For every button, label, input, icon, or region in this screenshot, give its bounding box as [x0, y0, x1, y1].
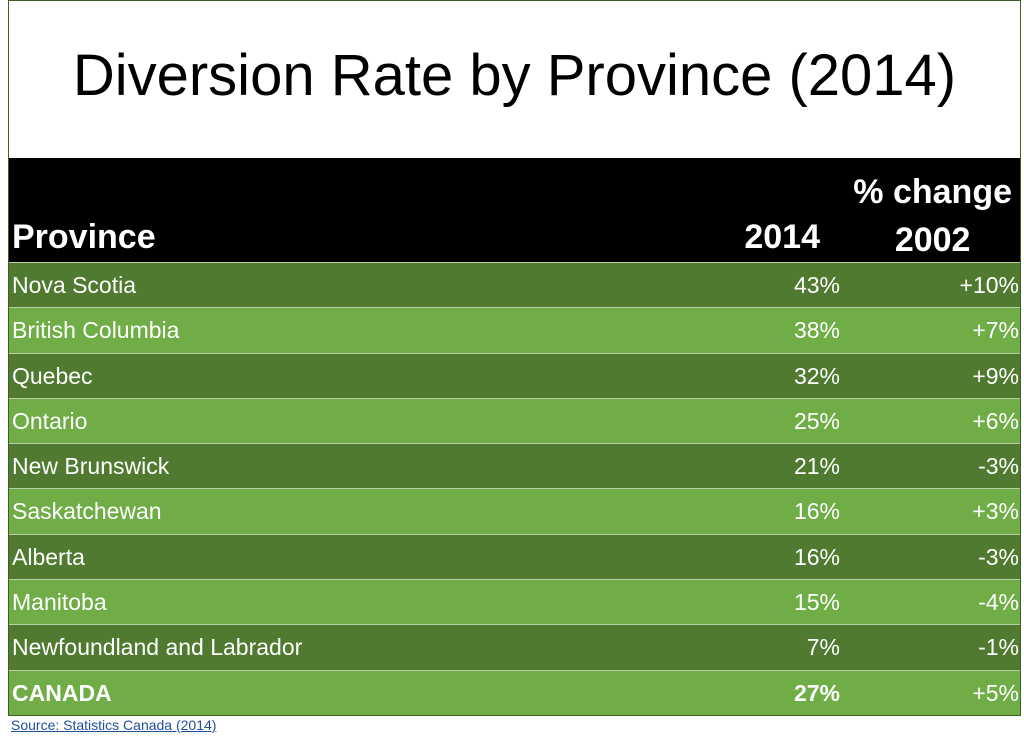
cell-province: Saskatchewan — [12, 498, 162, 525]
table-row: Nova Scotia 43% +10% — [9, 262, 1020, 308]
cell-province: Nova Scotia — [12, 272, 137, 298]
cell-2014-value: 16% — [793, 543, 840, 570]
cell-province: Manitoba — [12, 589, 107, 616]
table-row: Newfoundland and Labrador 7% -1% — [9, 624, 1020, 670]
cell-2014-value: 25% — [793, 407, 840, 434]
cell-2014-value: 16% — [793, 498, 840, 525]
cell-change-value: +5% — [972, 679, 1019, 706]
cell-change-value: +10% — [959, 272, 1019, 298]
cell-2014-value: 38% — [793, 317, 840, 344]
cell-province: Alberta — [12, 543, 85, 570]
table-row: Manitoba 15% -4% — [9, 579, 1020, 625]
cell-2014-value: 21% — [793, 453, 840, 480]
header-change-line2: 2002 — [894, 221, 971, 259]
cell-change-value: -1% — [978, 634, 1019, 661]
header-change-line1: % change — [853, 173, 1012, 211]
table-row: Saskatchewan 16% +3% — [9, 488, 1020, 534]
cell-province: Newfoundland and Labrador — [12, 634, 303, 661]
cell-province: British Columbia — [12, 317, 180, 344]
table-row: Alberta 16% -3% — [9, 533, 1020, 580]
cell-2014-value: 27% — [793, 679, 840, 706]
cell-change-value: -3% — [978, 453, 1019, 480]
cell-change-value: +6% — [972, 407, 1019, 434]
cell-2014-value: 15% — [793, 589, 840, 616]
cell-change-value: +3% — [972, 498, 1019, 525]
header-year: 2014 — [744, 218, 820, 256]
table-row: Quebec 32% +9% — [9, 352, 1020, 398]
table-row: British Columbia 38% +7% — [9, 307, 1020, 353]
cell-province: Ontario — [12, 407, 88, 434]
cell-2014-value: 7% — [806, 634, 840, 661]
table-row: New Brunswick 21% -3% — [9, 443, 1020, 489]
table-row-total: CANADA 27% +5% — [9, 669, 1020, 715]
cell-change-value: +7% — [972, 317, 1019, 344]
header-change: % change 2002 — [853, 168, 1012, 264]
cell-change-value: +9% — [972, 362, 1019, 389]
table-body: Nova Scotia 43% +10% British Columbia 38% +7%… — [9, 262, 1020, 715]
header-province: Province — [12, 218, 156, 256]
cell-change-value: -3% — [978, 543, 1019, 570]
cell-province: CANADA — [12, 679, 112, 706]
cell-2014-value: 32% — [793, 362, 840, 389]
cell-province: New Brunswick — [12, 453, 170, 480]
title-area: Diversion Rate by Province (2014) — [9, 1, 1020, 159]
table-row: Ontario 25% +6% — [9, 397, 1020, 444]
table-header: Province 2014 % change 2002 — [9, 158, 1020, 262]
cell-change-value: -4% — [978, 589, 1019, 616]
chart-title: Diversion Rate by Province (2014) — [72, 43, 957, 108]
table-frame: Diversion Rate by Province (2014) Provin… — [8, 0, 1021, 716]
source-link[interactable]: Source: Statistics Canada (2014) — [11, 717, 217, 733]
cell-2014-value: 43% — [793, 272, 840, 298]
cell-province: Quebec — [12, 362, 93, 389]
